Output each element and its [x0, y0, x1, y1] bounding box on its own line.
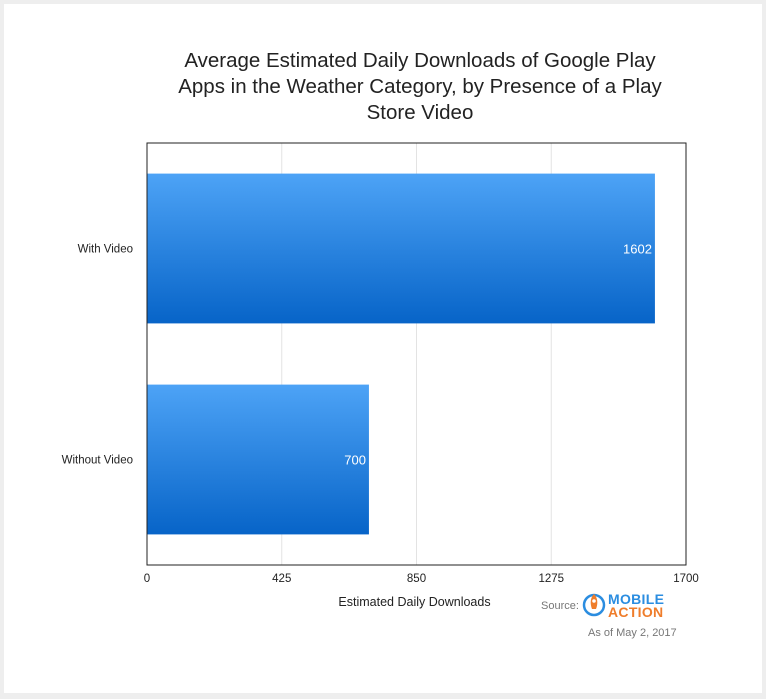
logo-text-action: ACTION — [608, 604, 664, 620]
mobile-action-logo: MOBILE ACTION — [582, 590, 682, 620]
chart-card — [4, 4, 762, 693]
bar-value-label: 1602 — [623, 242, 652, 257]
y-category-label: Without Video — [62, 455, 133, 467]
chart-title: Average Estimated Daily Downloads of Goo… — [140, 48, 700, 126]
x-tick-label: 1700 — [673, 573, 699, 585]
plot-frame — [146, 142, 687, 566]
logo-text-mobile: MOBILE — [608, 591, 665, 607]
chart-title-line: Store Video — [366, 101, 474, 124]
bar — [147, 173, 655, 324]
bar — [147, 384, 369, 535]
x-tick-label: 1275 — [538, 573, 564, 585]
y-category-label: With Video — [78, 244, 133, 256]
source-label: Source: — [541, 600, 579, 612]
as-of-date: As of May 2, 2017 — [588, 627, 677, 639]
x-tick-label: 850 — [407, 573, 426, 585]
chart-title-line: Average Estimated Daily Downloads of Goo… — [184, 49, 656, 72]
chart-title-line: Apps in the Weather Category, by Presenc… — [178, 75, 662, 98]
rocket-icon — [582, 593, 606, 617]
x-axis-label: Estimated Daily Downloads — [338, 595, 490, 609]
x-tick-label: 425 — [272, 573, 291, 585]
x-tick-label: 0 — [144, 573, 150, 585]
bar-value-label: 700 — [344, 453, 366, 468]
